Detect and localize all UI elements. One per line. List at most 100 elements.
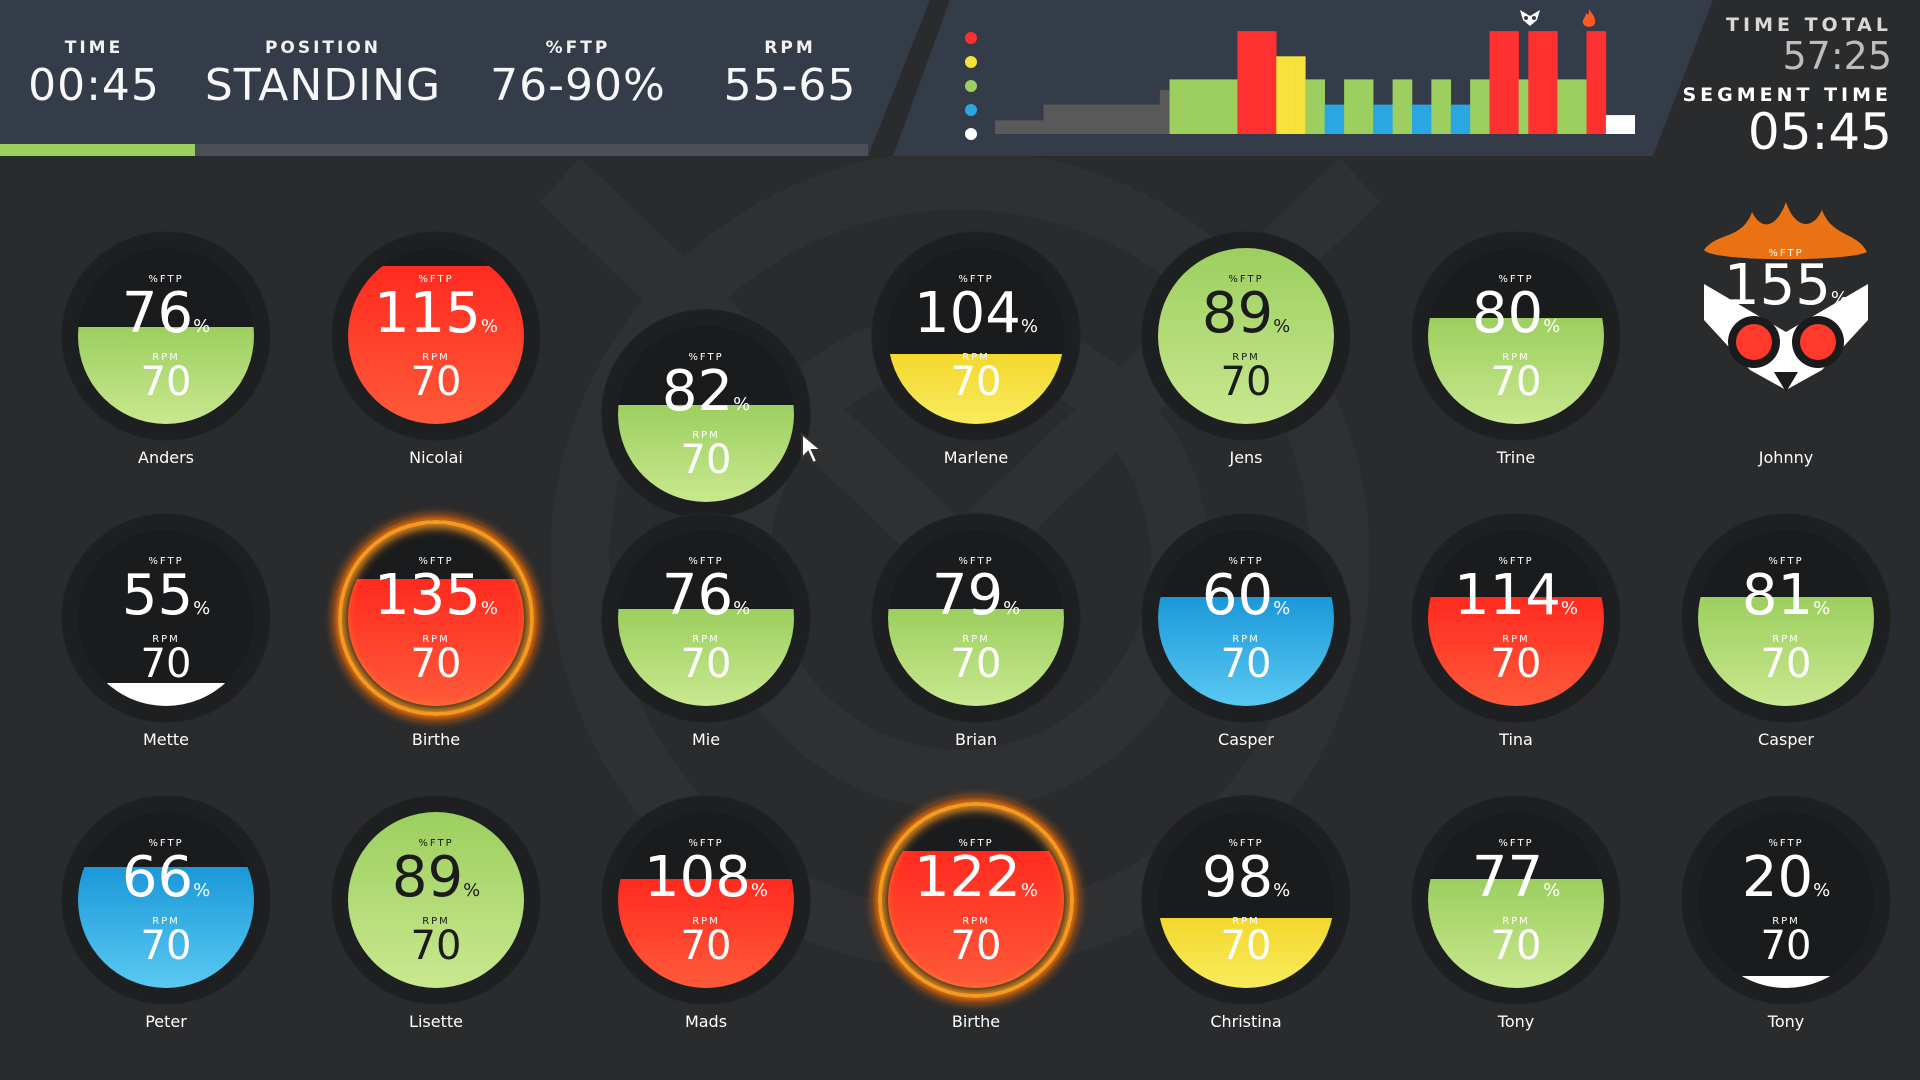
- rpm-label: RPM: [1502, 352, 1530, 363]
- effort-fill: [888, 353, 1064, 424]
- percent-sign: %: [1813, 598, 1831, 619]
- ftp-value: 76%: [121, 281, 211, 346]
- percent-sign: %: [193, 598, 211, 619]
- rpm-target-value: 55-65: [723, 60, 857, 111]
- workout-bar: [1130, 104, 1141, 134]
- rider-gauge[interactable]: %FTP 66% RPM 70 Peter: [62, 796, 270, 1036]
- workout-bar: [1169, 79, 1180, 134]
- rpm-value: 70: [950, 923, 1002, 969]
- rpm-value: 70: [680, 923, 732, 969]
- rpm-value: 70: [1760, 923, 1812, 969]
- rider-gauge[interactable]: %FTP 89% RPM 70 Lisette: [332, 796, 540, 1036]
- workout-bar: [1499, 31, 1510, 134]
- gauge-face: [78, 248, 254, 424]
- ftp-value: 115%: [374, 281, 498, 346]
- ftp-label: %FTP: [958, 838, 994, 849]
- ftp-value: 122%: [914, 845, 1038, 910]
- rpm-label: RPM: [692, 634, 720, 645]
- workout-bar: [1324, 104, 1335, 134]
- time-label: TIME: [64, 38, 124, 58]
- workout-bar: [1441, 79, 1452, 134]
- workout-bar: [1547, 31, 1558, 134]
- workout-bar: [1353, 79, 1364, 134]
- rider-gauge[interactable]: %FTP 108% RPM 70 Mads: [602, 796, 810, 1036]
- gauge-face: [888, 530, 1064, 706]
- workout-bar: [1053, 104, 1064, 134]
- ftp-target-block: %FTP 76-90%: [480, 38, 676, 111]
- rider-gauge[interactable]: %FTP 20% RPM 70 Tony: [1682, 796, 1890, 1036]
- flame-marker-icon: [1582, 9, 1596, 27]
- percent-sign: %: [463, 880, 481, 901]
- workout-bar: [1150, 104, 1161, 134]
- rider-gauge[interactable]: %FTP 55% RPM 70 Mette: [62, 514, 270, 754]
- workout-bar: [1625, 115, 1635, 134]
- ftp-label: %FTP: [1228, 838, 1264, 849]
- ftp-label: %FTP: [688, 838, 724, 849]
- gauge-dial: [62, 514, 270, 722]
- workout-bar: [995, 120, 1005, 134]
- rpm-label: RPM: [1232, 916, 1260, 927]
- rider-name: Mette: [142, 730, 190, 749]
- rider-name: Nicolai: [409, 448, 463, 467]
- workout-bar: [1295, 56, 1306, 134]
- rider-gauge[interactable]: %FTP 82% RPM 70 Anne: [602, 310, 810, 550]
- rider-gauge[interactable]: %FTP 135% RPM 70 Birthe: [332, 514, 540, 754]
- rider-name: Johnny: [1758, 448, 1814, 467]
- rider-gauge[interactable]: %FTP 60% RPM 70 Casper: [1142, 514, 1350, 754]
- rider-gauge[interactable]: %FTP 98% RPM 70 Christina: [1142, 796, 1350, 1036]
- legend-dot: [965, 80, 977, 92]
- rpm-label: RPM: [152, 916, 180, 927]
- workout-bar: [1557, 79, 1568, 134]
- rpm-value: 70: [140, 641, 192, 687]
- rider-gauge[interactable]: %FTP 115% RPM 70 Nicolai: [332, 232, 540, 472]
- ftp-value: 155%: [1724, 253, 1848, 318]
- percent-sign: %: [480, 316, 498, 337]
- time-block: TIME 00:45: [24, 38, 164, 111]
- gauge-dial: [62, 796, 270, 1004]
- rider-gauge[interactable]: %FTP 104% RPM 70 Marlene: [872, 232, 1080, 472]
- rider-name: Tony: [1767, 1012, 1805, 1031]
- ftp-value: 55%: [121, 563, 211, 628]
- gauge-face: [78, 812, 254, 988]
- effort-fill: [618, 609, 794, 706]
- gauge-face: [1428, 530, 1604, 706]
- rider-gauge[interactable]: %FTP 122% RPM 70 Birthe: [872, 796, 1080, 1036]
- gauge-dial: [1142, 514, 1350, 722]
- rider-gauge[interactable]: %FTP 114% RPM 70 Tina: [1412, 514, 1620, 754]
- ftp-value: 60%: [1201, 563, 1291, 628]
- rider-gauge[interactable]: %FTP 81% RPM 70 Casper: [1682, 514, 1890, 754]
- rider-gauge[interactable]: %FTP 79% RPM 70 Brian: [872, 514, 1080, 754]
- rpm-value: 70: [1490, 359, 1542, 405]
- gauge-face: [618, 530, 794, 706]
- rpm-value: 70: [1220, 359, 1272, 405]
- effort-fill: [1158, 917, 1334, 988]
- workout-bar: [1218, 79, 1229, 134]
- segment-info-panel: [0, 0, 930, 156]
- percent-sign: %: [1273, 598, 1291, 619]
- rpm-value: 70: [1220, 641, 1272, 687]
- ftp-value: 80%: [1471, 281, 1561, 346]
- rpm-value: 70: [950, 641, 1002, 687]
- workout-bar: [1072, 104, 1083, 134]
- rider-gauge[interactable]: %FTP 89% RPM 70 Jens: [1142, 232, 1350, 472]
- effort-fill: [1428, 878, 1604, 988]
- percent-sign: %: [733, 598, 751, 619]
- owl-marker-icon: [1520, 10, 1540, 26]
- ftp-label: %FTP: [418, 838, 454, 849]
- workout-bar: [1489, 31, 1500, 134]
- rpm-label: RPM: [962, 352, 990, 363]
- gauge-face: [1428, 812, 1604, 988]
- gauge-dial: [602, 514, 810, 722]
- rider-gauge[interactable]: %FTP 80% RPM 70 Trine: [1412, 232, 1620, 472]
- rider-gauge[interactable]: %FTP 155% Johnny: [1682, 192, 1890, 467]
- ftp-label: %FTP: [1228, 556, 1264, 567]
- rpm-value: 70: [1490, 923, 1542, 969]
- workout-bar: [1382, 104, 1393, 134]
- workout-bar: [1315, 79, 1325, 134]
- rider-gauge[interactable]: %FTP 76% RPM 70 Anders: [62, 232, 270, 472]
- ftp-label: %FTP: [688, 352, 724, 363]
- effort-fill: [1158, 248, 1334, 424]
- ftp-label: %FTP: [1768, 248, 1804, 259]
- rider-gauge[interactable]: %FTP 76% RPM 70 Mie: [602, 514, 810, 754]
- rider-gauge[interactable]: %FTP 77% RPM 70 Tony: [1412, 796, 1620, 1036]
